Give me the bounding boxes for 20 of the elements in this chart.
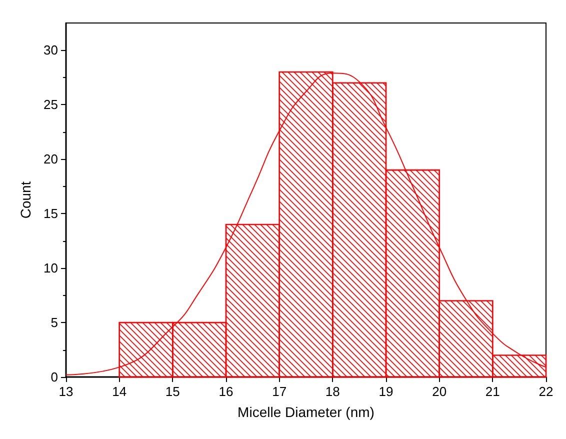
y-tick-label: 30 bbox=[44, 42, 58, 58]
line-series bbox=[66, 72, 546, 376]
x-tick-label: 17 bbox=[272, 384, 287, 399]
x-tick-label: 20 bbox=[432, 384, 447, 399]
x-tick-label: 19 bbox=[378, 384, 394, 399]
x-tick-label: 22 bbox=[538, 384, 554, 399]
y-axis-title: Count bbox=[18, 181, 34, 219]
y-tick-label: 5 bbox=[50, 315, 58, 330]
y-tick-label: 10 bbox=[44, 260, 58, 276]
x-tick-label: 21 bbox=[485, 384, 500, 399]
x-tick-label: 14 bbox=[112, 384, 127, 399]
y-tick-label: 20 bbox=[44, 152, 58, 167]
y-tick-label: 25 bbox=[44, 97, 58, 112]
x-axis-title: Micelle Diameter (nm) bbox=[238, 404, 374, 420]
x-tick-label: 15 bbox=[165, 384, 180, 399]
x-tick-label: 16 bbox=[218, 384, 234, 399]
x-tick-label: 13 bbox=[58, 384, 74, 399]
y-tick-label: 0 bbox=[50, 370, 58, 384]
y-tick-label: 15 bbox=[44, 206, 58, 222]
x-tick-label: 18 bbox=[325, 384, 340, 399]
